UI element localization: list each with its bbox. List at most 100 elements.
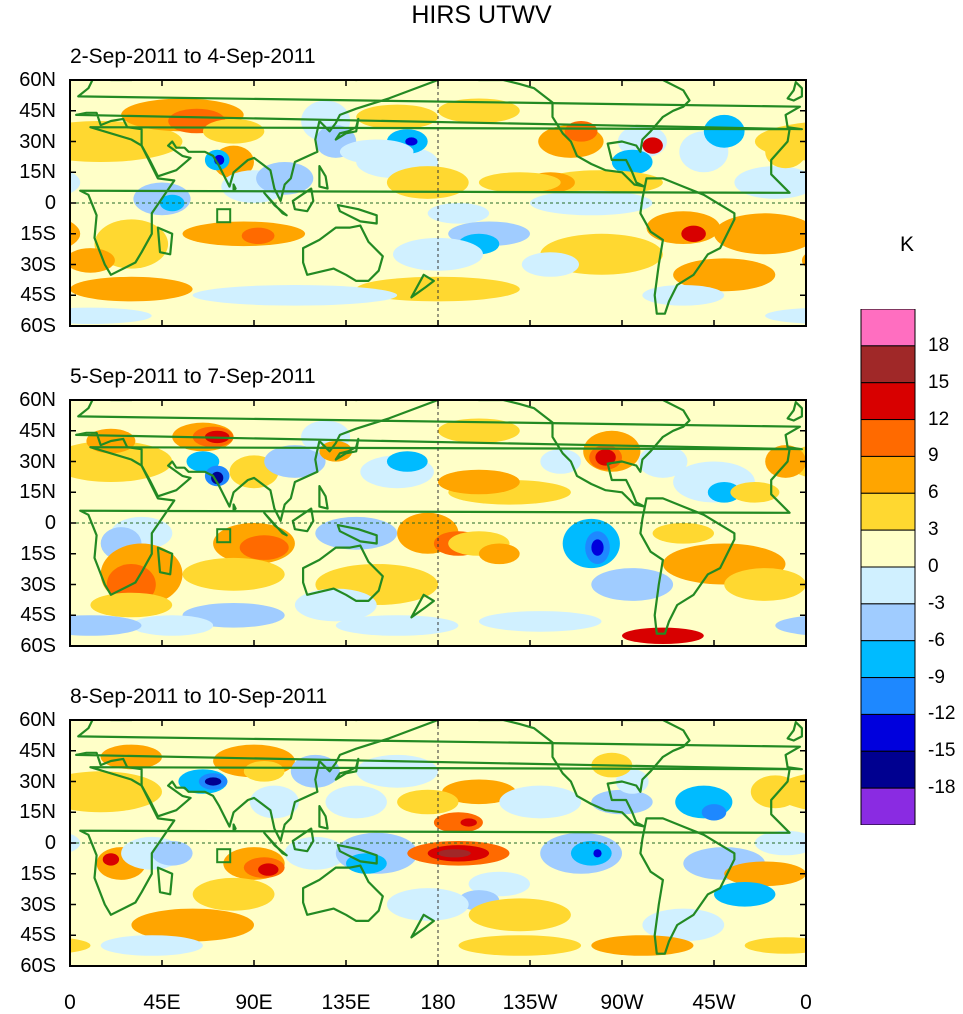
colorbar-label: 9	[928, 445, 939, 467]
anomaly-region	[707, 482, 741, 503]
coastline	[410, 273, 435, 299]
longitude-label: 90W	[600, 991, 644, 1014]
coastline	[786, 81, 803, 102]
longitude-label: 45W	[692, 991, 736, 1014]
anomaly-region	[714, 213, 806, 255]
colorbar-swatch	[860, 677, 916, 715]
anomaly-region	[131, 615, 214, 636]
anomaly-region	[642, 908, 725, 942]
anomaly-region	[239, 535, 289, 560]
coastline	[263, 831, 288, 857]
coastline	[639, 497, 736, 635]
anomaly-region	[243, 761, 285, 782]
latitude-label: 60N	[19, 389, 56, 411]
anomaly-region	[70, 938, 91, 953]
region-box	[216, 208, 232, 224]
coastline	[156, 546, 174, 576]
latitude-label: 45N	[19, 739, 56, 762]
coastline	[156, 866, 174, 896]
colorbar-swatch	[860, 640, 916, 679]
anomaly-region	[100, 935, 203, 956]
anomaly-region	[611, 149, 653, 175]
coastline	[639, 817, 736, 955]
anomaly-region	[264, 445, 326, 478]
anomaly-region	[70, 171, 81, 194]
colorbar-swatch	[860, 419, 916, 457]
anomaly-region	[356, 104, 438, 130]
latitude-label: 30N	[19, 770, 56, 793]
region-box	[216, 528, 232, 544]
colorbar-swatch	[860, 492, 916, 531]
latitude-label: 45N	[19, 99, 56, 122]
anomaly-region	[258, 863, 279, 876]
longitude-label: 0	[64, 991, 76, 1014]
latitude-label: 15N	[19, 801, 56, 824]
anomaly-region	[593, 849, 602, 858]
panel-3-date-range: 8-Sep-2011 to 10-Sep-2011	[70, 685, 328, 708]
coastline	[232, 503, 237, 512]
colorbar-label: -15	[928, 740, 956, 762]
coastline	[232, 823, 237, 832]
coastline	[318, 165, 329, 190]
tick-marks	[69, 399, 807, 647]
anomaly-region	[427, 203, 490, 224]
coastline	[410, 593, 435, 619]
colorbar-swatch	[860, 750, 916, 789]
anomaly-region	[386, 166, 469, 199]
anomaly-region	[70, 276, 193, 302]
anomaly-region	[204, 777, 222, 786]
anomaly-region	[724, 568, 806, 601]
colorbar-label: -3	[928, 592, 945, 614]
anomaly-region	[386, 451, 428, 472]
colorbar	[860, 309, 916, 825]
coastline	[334, 437, 360, 461]
latitude-label: 45N	[19, 419, 56, 442]
colorbar-label: -9	[928, 666, 945, 688]
anomaly-region	[325, 785, 387, 819]
latitude-label: 60N	[19, 709, 56, 731]
latitude-label: 45S	[20, 924, 56, 947]
anomaly-region	[131, 908, 254, 942]
anomaly-region	[202, 119, 265, 144]
colorbar-swatch	[860, 382, 916, 421]
anomaly-region	[591, 568, 674, 601]
anomaly-region	[646, 211, 721, 245]
coastline	[334, 757, 360, 781]
colorbar-swatch	[860, 455, 916, 494]
anomaly-region	[591, 539, 604, 556]
longitude-label: 90E	[235, 991, 273, 1014]
coastline	[336, 524, 378, 545]
anomaly-region	[701, 804, 727, 821]
coastline	[232, 183, 237, 192]
coastline	[263, 191, 288, 217]
anomaly-region	[151, 841, 193, 866]
latitude-label: 0	[44, 192, 56, 214]
anomaly-region	[102, 853, 120, 866]
anomaly-region	[339, 139, 414, 165]
tick-marks	[69, 719, 807, 967]
anomaly-region	[622, 627, 704, 644]
anomaly-region	[438, 418, 520, 444]
anomaly-region	[70, 121, 183, 162]
map-2	[69, 399, 807, 647]
anomaly-region	[730, 482, 780, 503]
coastline	[302, 864, 384, 922]
anomaly-region	[478, 611, 602, 632]
coastline	[75, 720, 803, 842]
anomaly-region	[433, 812, 483, 833]
colorbar-label: 6	[928, 482, 939, 504]
coastline	[336, 204, 378, 225]
anomaly-region	[540, 170, 663, 195]
colorbar-swatch	[860, 566, 916, 605]
anomaly-region	[241, 227, 275, 244]
latitude-label: 15S	[20, 542, 56, 565]
anomaly-region	[438, 98, 520, 124]
anomaly-region	[714, 882, 776, 907]
coastline	[156, 226, 174, 256]
anomaly-region	[335, 615, 459, 636]
anomaly-region	[744, 937, 806, 954]
anomaly-region	[438, 469, 520, 495]
anomaly-region	[315, 516, 398, 550]
longitude-label: 45E	[143, 991, 181, 1014]
coastline	[474, 720, 691, 828]
